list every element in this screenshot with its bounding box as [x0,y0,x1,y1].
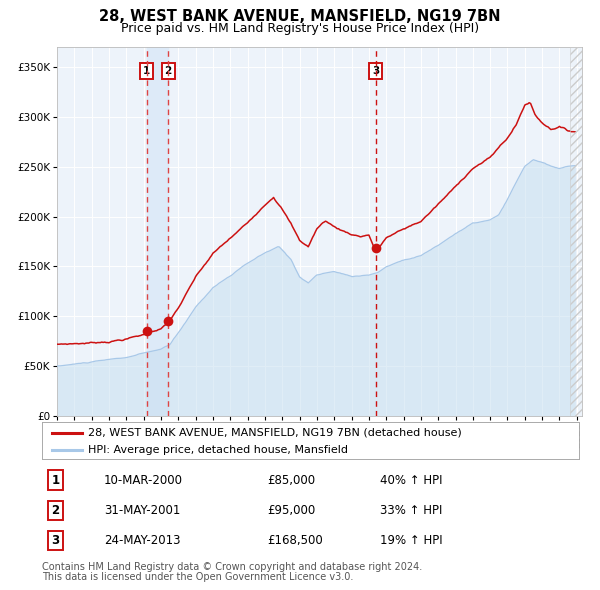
Text: HPI: Average price, detached house, Mansfield: HPI: Average price, detached house, Mans… [88,445,347,455]
Text: 31-MAY-2001: 31-MAY-2001 [104,504,180,517]
Text: £95,000: £95,000 [268,504,316,517]
Text: 40% ↑ HPI: 40% ↑ HPI [380,474,443,487]
Text: 28, WEST BANK AVENUE, MANSFIELD, NG19 7BN (detached house): 28, WEST BANK AVENUE, MANSFIELD, NG19 7B… [88,428,461,438]
Text: 33% ↑ HPI: 33% ↑ HPI [380,504,443,517]
Text: 10-MAR-2000: 10-MAR-2000 [104,474,183,487]
Text: 3: 3 [52,534,59,547]
Text: £168,500: £168,500 [268,534,323,547]
Text: 3: 3 [372,66,379,76]
Text: £85,000: £85,000 [268,474,316,487]
Text: 24-MAY-2013: 24-MAY-2013 [104,534,180,547]
Text: 2: 2 [164,66,172,76]
Bar [147,47,168,416]
Text: Contains HM Land Registry data © Crown copyright and database right 2024.: Contains HM Land Registry data © Crown c… [42,562,422,572]
Text: 1: 1 [52,474,59,487]
Text: This data is licensed under the Open Government Licence v3.0.: This data is licensed under the Open Gov… [42,572,353,582]
Text: Price paid vs. HM Land Registry's House Price Index (HPI): Price paid vs. HM Land Registry's House … [121,22,479,35]
Text: 19% ↑ HPI: 19% ↑ HPI [380,534,443,547]
Text: 2: 2 [52,504,59,517]
Text: 1: 1 [143,66,151,76]
Text: 28, WEST BANK AVENUE, MANSFIELD, NG19 7BN: 28, WEST BANK AVENUE, MANSFIELD, NG19 7B… [99,9,501,24]
